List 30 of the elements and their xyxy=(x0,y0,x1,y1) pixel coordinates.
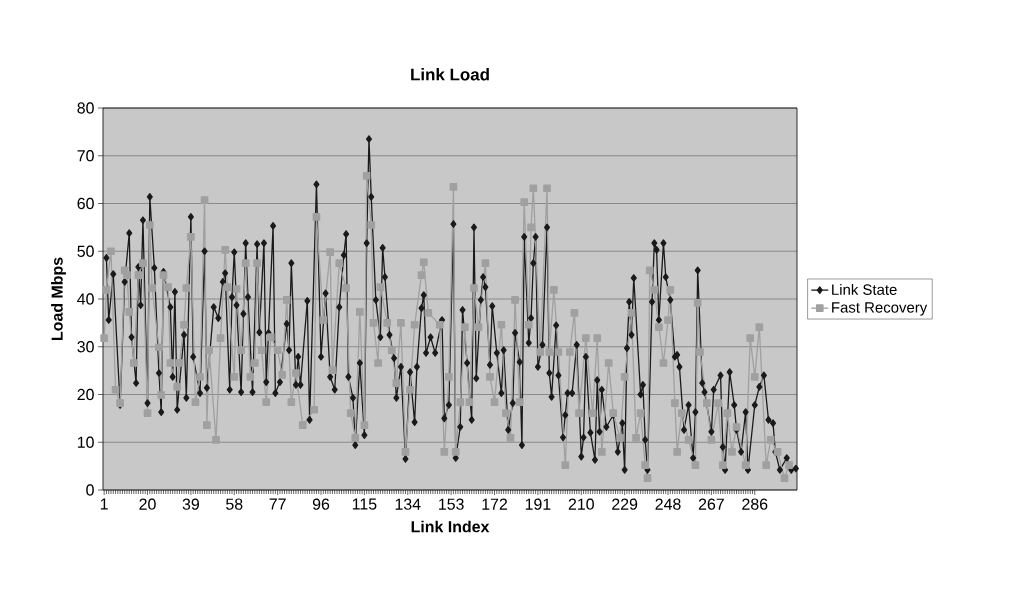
x-tick-label: 58 xyxy=(226,498,243,510)
x-axis-title: Link Index xyxy=(411,520,490,533)
y-tick-label: 0 xyxy=(86,484,94,496)
legend-label: Link State xyxy=(832,283,897,295)
x-tick-label: 77 xyxy=(269,498,286,510)
chart-title: Link Load xyxy=(411,68,489,81)
x-tick-label: 286 xyxy=(742,498,768,510)
x-tick-label: 191 xyxy=(525,498,551,510)
x-tick-label: 248 xyxy=(655,498,681,510)
x-tick-label: 39 xyxy=(182,498,199,510)
y-tick-label: 10 xyxy=(77,436,94,448)
y-tick-label: 30 xyxy=(77,341,94,353)
y-axis-title: Load Mbps xyxy=(51,257,66,340)
y-tick-label: 70 xyxy=(77,150,94,162)
x-tick-label: 134 xyxy=(395,498,421,510)
x-tick-label: 210 xyxy=(568,498,594,510)
x-tick-label: 115 xyxy=(352,498,377,510)
x-tick-label: 229 xyxy=(612,498,638,510)
y-tick-label: 60 xyxy=(77,197,94,210)
legend-label: Fast Recovery xyxy=(832,302,928,316)
x-tick-label: 20 xyxy=(139,498,156,510)
y-tick-label: 80 xyxy=(77,102,94,114)
x-tick-label: 1 xyxy=(100,498,108,510)
y-tick-label: 20 xyxy=(77,388,94,401)
x-tick-label: 153 xyxy=(439,498,464,510)
x-tick-label: 267 xyxy=(698,498,724,510)
y-tick-label: 50 xyxy=(77,245,94,257)
y-tick-label: 40 xyxy=(77,293,94,305)
x-tick-label: 172 xyxy=(482,498,508,510)
x-tick-label: 96 xyxy=(312,498,330,510)
